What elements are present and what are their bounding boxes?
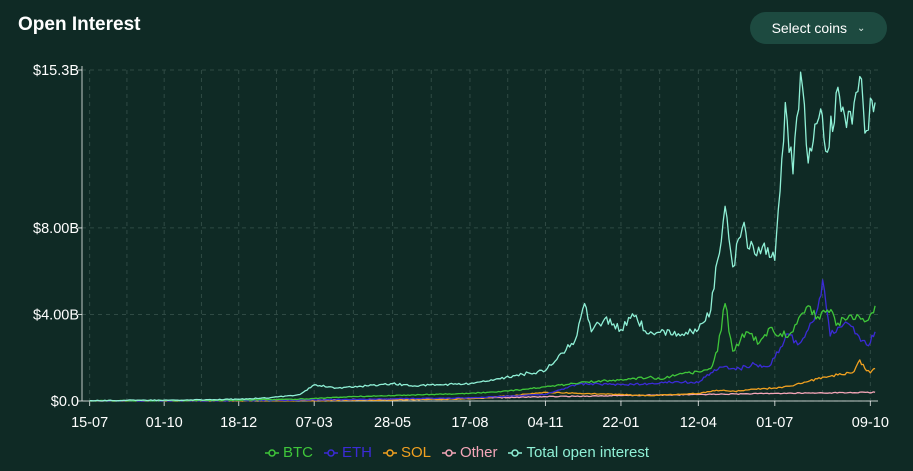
y-tick-label: $15.3B <box>33 63 79 79</box>
x-tick-label: 04-11 <box>527 415 563 431</box>
y-tick-label: $4.00B <box>33 307 79 323</box>
legend-label: Total open interest <box>526 444 650 461</box>
select-coins-button[interactable]: Select coins ⌄ <box>750 12 887 44</box>
x-tick-label: 09-10 <box>852 415 889 431</box>
axes: $0.0 $4.00B $8.00B $15.3B 15-07 01-10 18-12 07-… <box>33 63 889 431</box>
legend-item-eth[interactable]: ETH <box>323 444 372 461</box>
chart-title: Open Interest <box>18 14 141 35</box>
x-tick-label: 22-01 <box>602 415 639 431</box>
open-interest-chart: $0.0 $4.00B $8.00B $15.3B 15-07 01-10 18-12 07-… <box>33 63 889 431</box>
x-tick-label: 15-07 <box>71 415 108 431</box>
legend-label: ETH <box>341 444 372 461</box>
series-lines <box>89 71 876 402</box>
legend-item-other[interactable]: Other <box>441 444 498 461</box>
legend-marker-icon <box>264 448 279 457</box>
legend-item-total-open-interest[interactable]: Total open interest <box>507 444 649 461</box>
x-tick-label: 17-08 <box>451 415 488 431</box>
y-tick-label: $8.00B <box>33 221 79 237</box>
legend-item-sol[interactable]: SOL <box>382 444 431 461</box>
series-line-total-open-interest <box>89 71 876 402</box>
x-tick-label: 07-03 <box>296 415 333 431</box>
series-line-btc <box>89 302 876 402</box>
x-tick-label: 01-07 <box>756 415 793 431</box>
x-tick-label: 18-12 <box>220 415 257 431</box>
legend-label: Other <box>459 444 498 461</box>
legend: BTC ETH SOL Other Total open interest <box>0 444 913 461</box>
x-tick-label: 01-10 <box>146 415 183 431</box>
select-coins-label: Select coins <box>771 20 848 36</box>
legend-marker-icon <box>382 448 397 457</box>
legend-label: SOL <box>400 444 431 461</box>
x-tick-label: 12-04 <box>680 415 717 431</box>
legend-item-btc[interactable]: BTC <box>264 444 313 461</box>
grid <box>82 69 878 402</box>
legend-marker-icon <box>508 448 523 457</box>
legend-marker-icon <box>323 448 338 457</box>
y-tick-label: $0.0 <box>51 394 79 410</box>
x-tick-label: 28-05 <box>374 415 411 431</box>
legend-marker-icon <box>441 448 456 457</box>
legend-label: BTC <box>282 444 313 461</box>
chevron-down-icon: ⌄ <box>857 22 866 34</box>
